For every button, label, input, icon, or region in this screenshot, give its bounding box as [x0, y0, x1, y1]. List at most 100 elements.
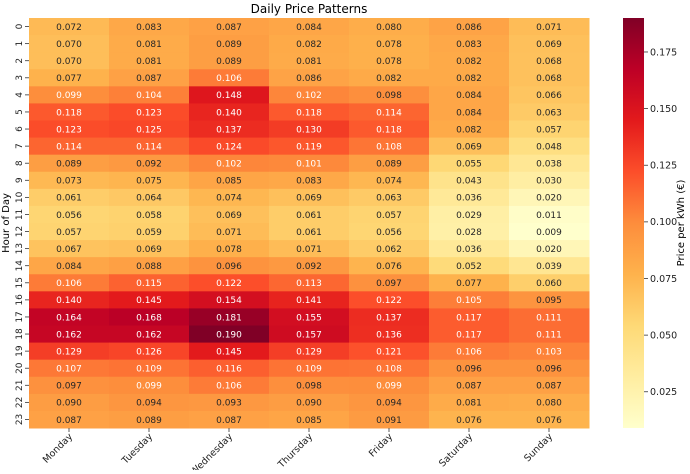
heatmap-cell: [509, 393, 590, 412]
cell-value-label: 0.009: [536, 228, 562, 238]
cell-value-label: 0.082: [456, 125, 482, 135]
heatmap-cell: [349, 257, 430, 275]
cell-value-label: 0.106: [456, 347, 482, 357]
heatmap-cell: [509, 86, 590, 104]
cell-value-label: 0.089: [56, 160, 82, 170]
cell-value-label: 0.117: [456, 313, 482, 323]
heatmap-cell: [429, 291, 510, 309]
heatmap-cell: [189, 52, 270, 70]
cell-value-label: 0.105: [456, 296, 482, 306]
cell-value-label: 0.030: [536, 177, 562, 187]
heatmap-cell: [349, 171, 430, 190]
heatmap-cell: [429, 103, 510, 121]
cell-value-label: 0.080: [536, 399, 562, 409]
cell-value-label: 0.168: [136, 313, 162, 323]
heatmap-cell: [509, 205, 590, 224]
cell-value-label: 0.102: [296, 91, 322, 101]
cell-value-label: 0.115: [136, 279, 162, 289]
cell-value-label: 0.102: [216, 160, 242, 170]
cell-value-label: 0.137: [216, 125, 242, 135]
cell-value-label: 0.055: [456, 160, 482, 170]
cell-value-label: 0.081: [136, 40, 162, 50]
heatmap-cell: [349, 325, 430, 344]
heatmap-cell: [29, 69, 110, 87]
heatmap-cell: [109, 205, 190, 224]
heatmap-cell: [429, 18, 510, 36]
heatmap-cell: [349, 137, 430, 156]
heatmap-cell: [269, 154, 350, 173]
cell-value-label: 0.114: [136, 142, 162, 152]
heatmap-cell: [429, 223, 510, 241]
heatmap-cell: [269, 308, 350, 326]
heatmap-cell: [429, 171, 510, 190]
heatmap-cell: [349, 359, 430, 378]
heatmap-cell: [349, 291, 430, 309]
heatmap-cell: [109, 257, 190, 275]
heatmap-cell: [29, 325, 110, 344]
y-tick-label: 7: [15, 143, 25, 149]
heatmap-cell: [269, 342, 350, 361]
cell-value-label: 0.089: [216, 57, 242, 67]
heatmap-cell: [429, 86, 510, 104]
heatmap-cell: [429, 308, 510, 326]
cell-value-label: 0.099: [136, 382, 162, 392]
heatmap-cell: [349, 376, 430, 395]
heatmap-cell: [269, 205, 350, 224]
cell-value-label: 0.136: [376, 330, 402, 340]
heatmap-cell: [29, 205, 110, 224]
cell-value-label: 0.074: [216, 194, 242, 204]
cell-value-label: 0.106: [216, 382, 242, 392]
heatmap-cell: [269, 376, 350, 395]
heatmap-cell: [189, 376, 270, 395]
heatmap-cell: [429, 393, 510, 412]
cell-value-label: 0.085: [216, 177, 242, 187]
cell-value-label: 0.082: [296, 40, 322, 50]
heatmap-cell: [269, 137, 350, 156]
heatmap-cell: [429, 342, 510, 361]
heatmap-cell: [189, 154, 270, 173]
colorbar-label: Price per kWh (€): [676, 180, 687, 267]
y-tick-label: 9: [15, 177, 25, 183]
cell-value-label: 0.123: [56, 125, 82, 135]
heatmap-cell: [189, 223, 270, 241]
cell-value-label: 0.116: [216, 365, 242, 375]
cell-value-label: 0.076: [376, 262, 402, 272]
x-tick-label: Saturday: [437, 431, 475, 469]
heatmap-cell: [349, 393, 430, 412]
heatmap-cell: [189, 69, 270, 87]
cell-value-label: 0.164: [56, 313, 82, 323]
heatmap-cell: [29, 86, 110, 104]
cell-value-label: 0.084: [296, 23, 322, 33]
cell-value-label: 0.087: [536, 382, 562, 392]
cell-value-label: 0.043: [456, 177, 482, 187]
cell-value-label: 0.106: [56, 279, 82, 289]
heatmap-cell: [29, 223, 110, 241]
heatmap-cell: [509, 274, 590, 292]
cell-value-label: 0.087: [456, 382, 482, 392]
heatmap-cell: [509, 154, 590, 173]
heatmap-cell: [509, 291, 590, 309]
heatmap-cell: [429, 274, 510, 292]
cell-value-label: 0.077: [456, 279, 482, 289]
heatmap-cell: [349, 154, 430, 173]
heatmap-cell: [349, 52, 430, 70]
heatmap-cell: [109, 86, 190, 104]
cell-value-label: 0.140: [216, 108, 242, 118]
cell-value-label: 0.060: [536, 279, 562, 289]
heatmap-cell: [429, 137, 510, 156]
cell-value-label: 0.087: [216, 23, 242, 33]
heatmap-cell: [109, 240, 190, 258]
cell-value-label: 0.122: [216, 279, 242, 289]
heatmap-cell: [509, 103, 590, 121]
cell-value-label: 0.122: [376, 296, 402, 306]
heatmap-cell: [29, 154, 110, 173]
y-tick-label: 14: [15, 260, 25, 272]
y-tick-label: 23: [15, 414, 25, 425]
cell-value-label: 0.069: [536, 40, 562, 50]
heatmap-cell: [509, 18, 590, 36]
colorbar-tick-label: 0.150: [650, 104, 677, 115]
heatmap-cell: [509, 35, 590, 53]
heatmap-cell: [189, 35, 270, 53]
cell-value-label: 0.085: [296, 416, 322, 426]
cell-value-label: 0.082: [376, 74, 402, 84]
